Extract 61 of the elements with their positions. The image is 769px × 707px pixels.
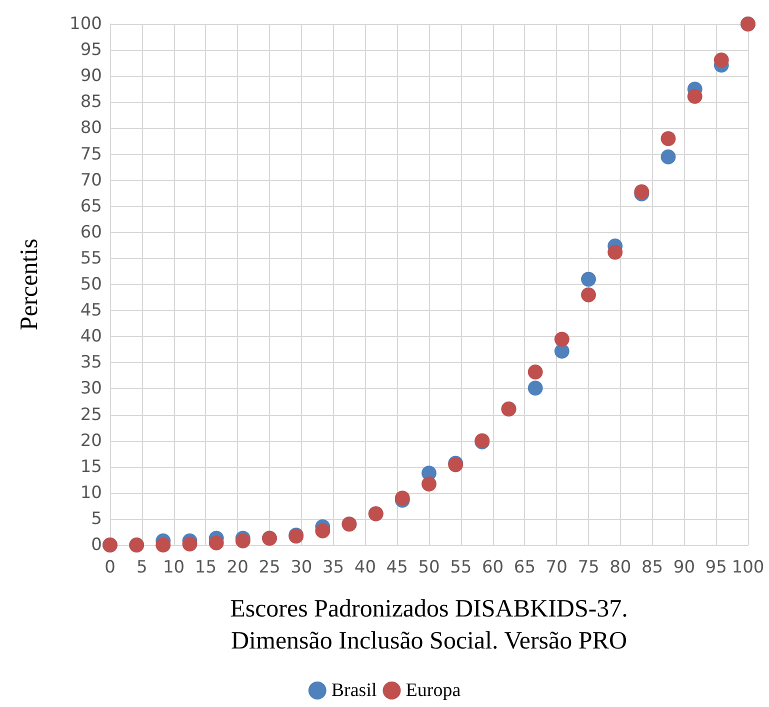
y-tick-label: 15 xyxy=(80,456,102,477)
y-tick-label: 70 xyxy=(80,170,102,190)
x-tick-label: 70 xyxy=(546,558,568,578)
x-axis-title: Escores Padronizados DISABKIDS-37. Dimensão Inclusão Social. Versão PRO xyxy=(230,596,628,654)
point xyxy=(581,272,596,287)
point xyxy=(182,536,198,552)
x-tick-label: 0 xyxy=(104,558,116,578)
point xyxy=(528,364,543,380)
x-tick-label: 95 xyxy=(705,558,727,578)
y-tick-label: 90 xyxy=(80,66,102,86)
point xyxy=(608,244,623,260)
x-tick-label: 10 xyxy=(162,558,185,578)
x-tick-label: 65 xyxy=(514,558,536,578)
x-tick-label: 30 xyxy=(290,558,312,578)
x-tick-label: 25 xyxy=(258,558,280,578)
y-tick-label: 85 xyxy=(80,92,102,112)
x-tick-label: 5 xyxy=(136,558,148,578)
y-tick-label: 35 xyxy=(80,352,102,373)
y-tick-label: 65 xyxy=(80,196,102,216)
y-tick-label: 60 xyxy=(80,222,102,242)
x-tick-label: 15 xyxy=(194,558,217,578)
y-tick-label: 10 xyxy=(80,482,102,503)
point xyxy=(422,476,436,492)
point xyxy=(315,523,330,538)
x-tick-label: 50 xyxy=(418,558,440,578)
point xyxy=(554,332,570,347)
x-tick-label: 80 xyxy=(610,558,632,578)
y-tick-label: 25 xyxy=(80,404,102,425)
point xyxy=(660,149,676,164)
x-tick-label: 55 xyxy=(450,558,472,578)
x-tick-label: 75 xyxy=(578,558,600,578)
x-tick-label: 35 xyxy=(322,558,344,578)
y-tick-label: 30 xyxy=(80,378,102,399)
x-tick-label: 100 xyxy=(732,558,764,578)
point xyxy=(208,535,224,550)
y-tick-label: 80 xyxy=(80,118,102,138)
x-tick-label: 85 xyxy=(641,558,664,578)
legend-label: Europa xyxy=(406,680,462,701)
y-tick-label: 55 xyxy=(80,248,102,268)
y-tick-label: 45 xyxy=(80,300,102,321)
y-tick-label: 0 xyxy=(91,535,102,555)
legend-label: Brasil xyxy=(331,680,377,701)
y-axis-title: Percentis xyxy=(16,238,43,330)
y-tick-label: 20 xyxy=(80,430,102,451)
point xyxy=(714,52,729,68)
y-tick-label: 75 xyxy=(80,144,102,164)
y-tick-label: 100 xyxy=(70,14,102,34)
x-tick-label: 90 xyxy=(673,558,696,578)
x-tick-label: 45 xyxy=(386,558,408,578)
point xyxy=(156,538,171,552)
point xyxy=(528,380,543,396)
point xyxy=(687,88,702,104)
y-tick-label: 5 xyxy=(91,508,102,529)
point xyxy=(581,287,596,302)
x-tick-label: 60 xyxy=(482,558,504,578)
x-tick-label: 40 xyxy=(354,558,376,578)
y-tick-label: 95 xyxy=(80,40,102,60)
x-tick-label: 20 xyxy=(226,558,248,578)
y-tick-label: 50 xyxy=(80,274,102,294)
point xyxy=(660,131,676,146)
y-tick-label: 40 xyxy=(80,326,102,347)
